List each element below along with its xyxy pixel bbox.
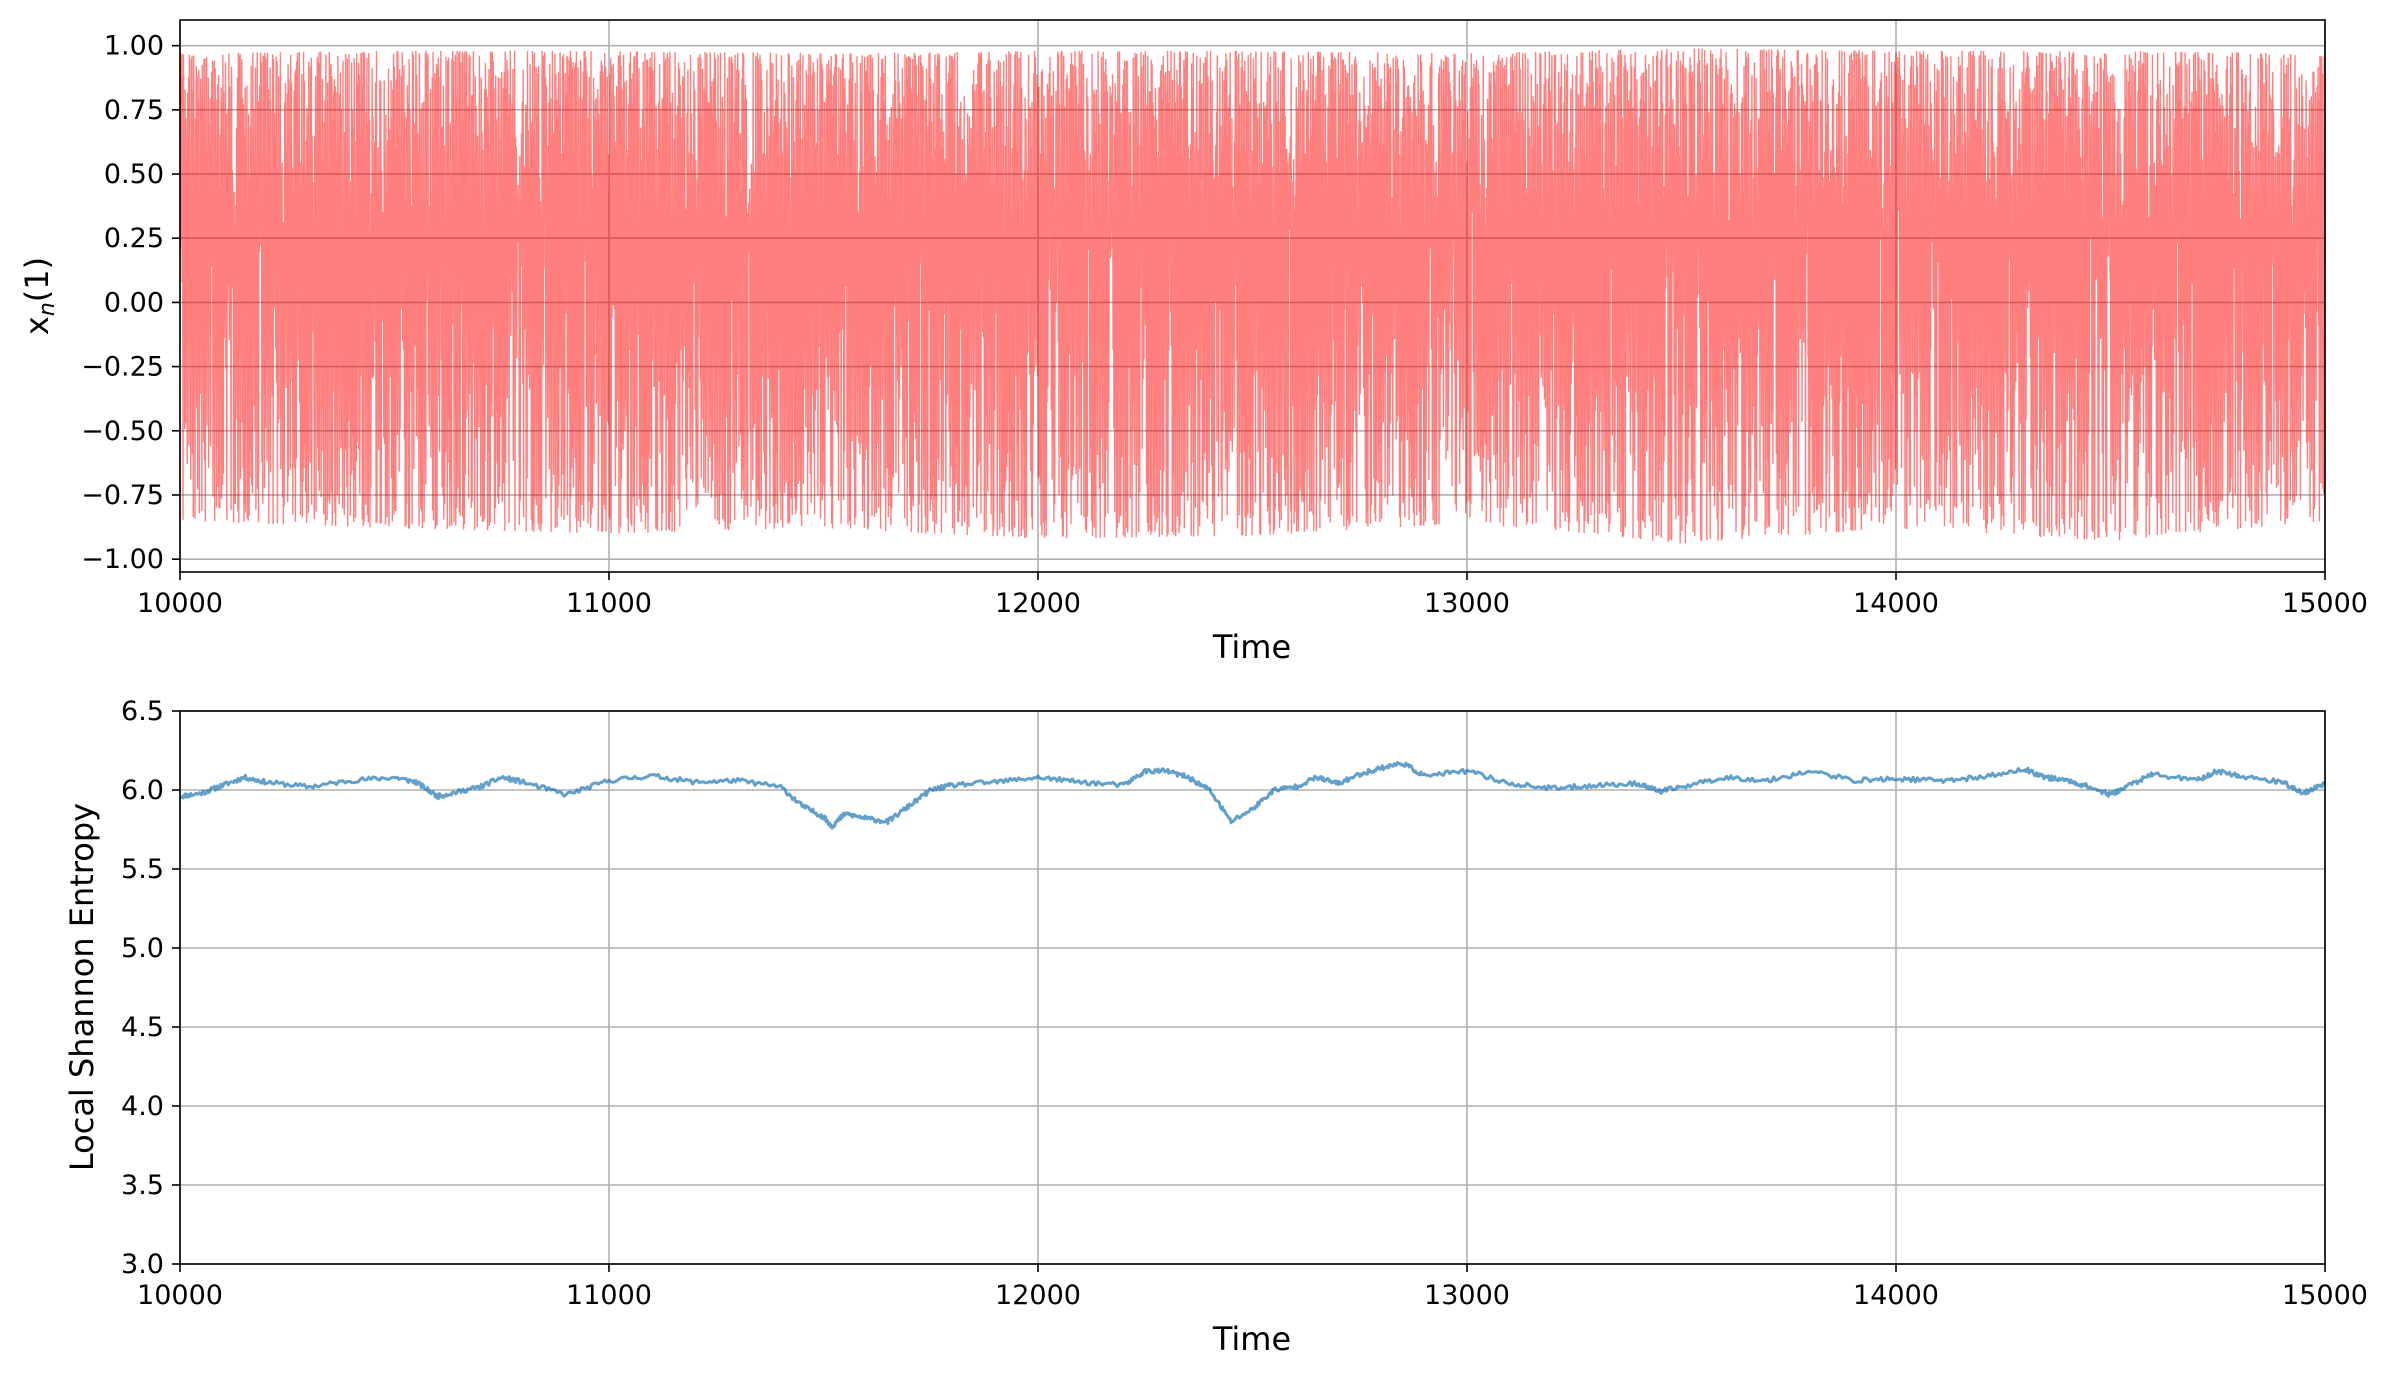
c1-ytick-label: 0.75	[104, 95, 164, 126]
c2-xtick-label: 15000	[2282, 1280, 2368, 1311]
chart-2-entropy-line	[179, 761, 2327, 830]
chart-2-series	[179, 761, 2327, 830]
c2-xtick-label: 12000	[995, 1280, 1081, 1311]
c1-ytick-label: −0.25	[81, 352, 164, 383]
chart-2-frame	[179, 710, 2326, 1265]
chart-1-series	[179, 48, 2326, 544]
chart-1-yticks: −1.00 −0.75 −0.50 −0.25 0.00 0.25 0.50 0.75 1.00	[81, 31, 180, 575]
c1-ytick-label: −1.00	[81, 544, 164, 575]
c2-xtick-label: 10000	[137, 1280, 223, 1311]
c1-ytick-label: 0.00	[104, 287, 164, 318]
c2-ytick-label: 6.5	[121, 696, 164, 727]
c2-ytick-label: 3.5	[121, 1170, 164, 1201]
chart-1: 10000 11000 12000 13000 14000 15000 −1.00 −0.7…	[18, 19, 2368, 666]
c2-ytick-label: 5.0	[121, 933, 164, 964]
c2-ytick-label: 3.0	[121, 1249, 164, 1280]
chart-1-ylabel-main: x	[18, 316, 56, 335]
chart-1-ylabel-tail: (1)	[18, 257, 56, 302]
c1-xtick-label: 11000	[566, 588, 652, 619]
c1-ytick-label: 0.50	[104, 159, 164, 190]
chart-1-xlabel: Time	[1212, 628, 1291, 666]
c1-xtick-label: 13000	[1424, 588, 1510, 619]
c1-xtick-label: 10000	[137, 588, 223, 619]
c2-ytick-label: 6.0	[121, 775, 164, 806]
c1-xtick-label: 15000	[2282, 588, 2368, 619]
c2-xtick-label: 11000	[566, 1280, 652, 1311]
chart-1-signal-line	[179, 48, 2326, 544]
chart-1-frame	[179, 19, 2326, 573]
c1-xtick-label: 14000	[1853, 588, 1939, 619]
c1-xtick-label: 12000	[995, 588, 1081, 619]
chart-2: 10000 11000 12000 13000 14000 15000 3.0 3.5 4.0…	[63, 696, 2368, 1358]
c2-xtick-label: 14000	[1853, 1280, 1939, 1311]
chart-1-ylabel: xn(1)	[18, 257, 60, 335]
c2-ytick-label: 5.5	[121, 854, 164, 885]
c2-xtick-label: 13000	[1424, 1280, 1510, 1311]
c1-ytick-label: 1.00	[104, 31, 164, 62]
c2-ytick-label: 4.5	[121, 1012, 164, 1043]
chart-2-yticks: 3.0 3.5 4.0 4.5 5.0 5.5 6.0 6.5	[121, 696, 180, 1280]
chart-2-xlabel: Time	[1212, 1320, 1291, 1358]
c1-ytick-label: −0.50	[81, 416, 164, 447]
c2-ytick-label: 4.0	[121, 1091, 164, 1122]
chart-2-xticks: 10000 11000 12000 13000 14000 15000	[137, 1264, 2368, 1311]
chart-2-grid	[179, 710, 2326, 1265]
c1-ytick-label: 0.25	[104, 223, 164, 254]
chart-1-ylabel-sub: n	[35, 302, 60, 316]
chart-2-ylabel: Local Shannon Entropy	[63, 803, 101, 1171]
chart-1-xticks: 10000 11000 12000 13000 14000 15000	[137, 572, 2368, 619]
c1-ytick-label: −0.75	[81, 480, 164, 511]
